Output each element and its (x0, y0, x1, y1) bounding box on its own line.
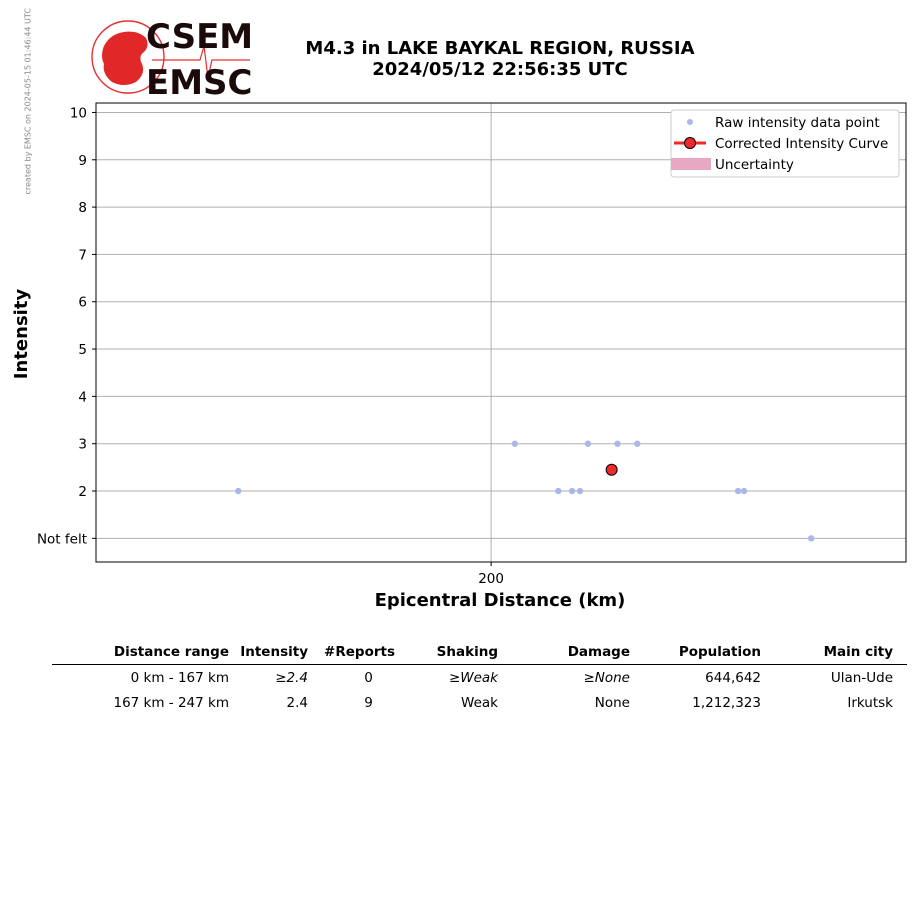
header-main-city: Main city (823, 644, 893, 660)
chart-points (235, 440, 815, 542)
cell-reports: 9 (364, 694, 373, 711)
legend-label-raw: Raw intensity data point (715, 115, 880, 131)
y-tick-label: 2 (78, 484, 87, 500)
plot-frame (95, 102, 907, 563)
cell-intensity: 2.4 (286, 694, 308, 711)
raw-intensity-point (235, 487, 242, 495)
y-tick-label: 6 (78, 295, 87, 311)
x-tick-label: 200 (478, 571, 504, 587)
cell-damage: None (594, 694, 630, 711)
cell-population: 644,642 (705, 669, 761, 686)
legend-label-corrected: Corrected Intensity Curve (715, 136, 888, 152)
table-header: Distance range Intensity #Reports Shakin… (52, 640, 907, 665)
raw-intensity-point (734, 487, 742, 495)
header-intensity: Intensity (240, 644, 308, 660)
header-population: Population (678, 644, 761, 660)
raw-intensity-point (584, 440, 592, 447)
y-tick-label: 7 (78, 247, 87, 263)
raw-intensity-point (634, 440, 641, 447)
cell-damage: ≥None (583, 669, 630, 686)
cell-intensity: ≥2.4 (275, 669, 308, 686)
y-tick-label: 3 (78, 437, 87, 453)
table-row: 167 km - 247 km 2.4 9 Weak None 1,212,32… (52, 690, 907, 715)
y-tick-label: 5 (78, 342, 87, 358)
page-title: M4.3 in LAKE BAYKAL REGION, RUSSIA 2024/… (250, 38, 750, 80)
header-shaking: Shaking (436, 644, 498, 660)
title-line-1: M4.3 in LAKE BAYKAL REGION, RUSSIA (305, 38, 695, 59)
cell-reports: 0 (364, 669, 373, 686)
raw-intensity-point (576, 487, 584, 495)
header-damage: Damage (567, 644, 630, 660)
legend-swatch-uncertainty (671, 158, 711, 170)
cell-city: Irkutsk (847, 694, 893, 711)
cell-shaking: Weak (461, 694, 498, 711)
raw-intensity-point (807, 535, 815, 542)
chart-ticks: Not felt 2 3 4 5 6 7 8 9 10 200 (37, 105, 504, 587)
x-axis-label: Epicentral Distance (km) (375, 590, 626, 611)
raw-intensity-point (555, 487, 562, 495)
raw-intensity-point (614, 440, 621, 447)
corrected-intensity-point (605, 463, 618, 476)
title-line-2: 2024/05/12 22:56:35 UTC (372, 59, 628, 80)
raw-intensity-point (740, 487, 748, 495)
intensity-table: Distance range Intensity #Reports Shakin… (52, 640, 907, 715)
raw-intensity-point (511, 440, 519, 447)
legend-marker-corrected (684, 137, 696, 149)
cell-city: Ulan-Ude (830, 669, 893, 686)
cell-range: 167 km - 247 km (113, 694, 229, 711)
raw-intensity-point (568, 487, 576, 495)
legend-marker-raw (687, 119, 693, 125)
y-axis-label: Intensity (11, 289, 32, 380)
legend: Raw intensity data point Corrected Inten… (670, 109, 900, 178)
legend-box (670, 109, 900, 178)
csem-emsc-logo: CSEM EMSC (91, 17, 253, 98)
y-tick-label: 10 (70, 105, 87, 121)
y-tick-label: 8 (78, 200, 87, 216)
header-reports: #Reports (324, 644, 395, 660)
y-tick-label: 9 (78, 153, 87, 169)
legend-label-uncertainty: Uncertainty (715, 157, 794, 173)
y-tick-label: 4 (78, 389, 87, 405)
y-tick-label: Not felt (37, 531, 87, 547)
cell-population: 1,212,323 (692, 694, 761, 711)
table-row: 0 km - 167 km ≥2.4 0 ≥Weak ≥None 644,642… (52, 665, 907, 690)
header-distance-range: Distance range (113, 644, 229, 660)
logo-bottom-text: EMSC (146, 63, 253, 98)
cell-range: 0 km - 167 km (130, 669, 229, 686)
cell-shaking: ≥Weak (448, 669, 498, 686)
intensity-chart: Not felt 2 3 4 5 6 7 8 9 10 200 Epicentral Distanc… (11, 102, 907, 611)
logo-top-text: CSEM (146, 17, 253, 57)
